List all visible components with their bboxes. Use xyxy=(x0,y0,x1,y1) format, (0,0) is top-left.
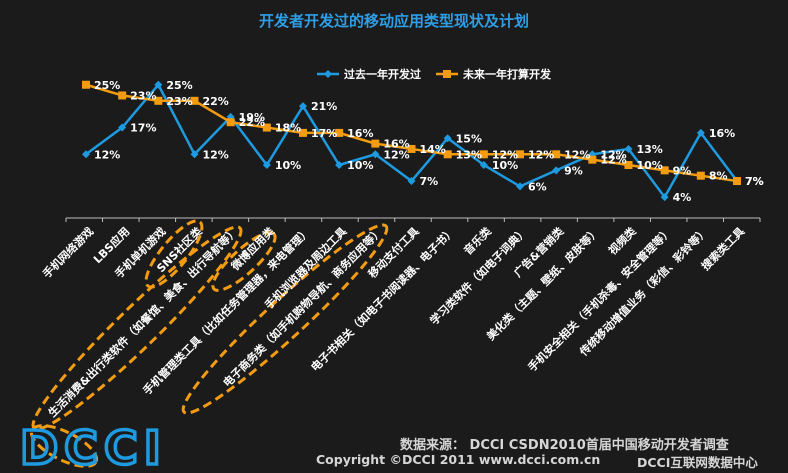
data-label-past: 19% xyxy=(239,111,265,124)
data-label-past: 16% xyxy=(709,127,735,140)
data-label-past: 25% xyxy=(166,79,192,92)
data-label-past: 21% xyxy=(311,100,337,113)
data-label-past: 7% xyxy=(420,175,439,188)
x-tick-label: 手机管理类工具（比如任务管理器，来电管理） xyxy=(140,224,313,397)
data-label-future: 14% xyxy=(420,143,446,156)
data-point-past xyxy=(696,128,705,137)
org-name: DCCI互联网数据中心 xyxy=(637,455,758,470)
data-label-past: 17% xyxy=(130,122,156,135)
data-point-future xyxy=(516,150,524,159)
data-label-future: 12% xyxy=(492,148,518,161)
data-point-future xyxy=(479,150,488,159)
data-label-future: 18% xyxy=(275,122,301,135)
data-label-past: 7% xyxy=(745,175,764,188)
highlight-ellipse xyxy=(181,223,389,415)
data-label-future: 16% xyxy=(347,127,373,140)
data-point-past xyxy=(516,182,524,191)
data-point-future xyxy=(190,96,199,105)
svg-text:DCCI: DCCI xyxy=(20,421,167,472)
data-label-future: 12% xyxy=(528,148,554,161)
data-point-past xyxy=(335,161,344,169)
data-label-future: 13% xyxy=(456,148,482,161)
data-point-future xyxy=(733,177,741,186)
data-label-future: 7% xyxy=(745,175,764,188)
data-point-past xyxy=(443,134,452,143)
data-label-future: 22% xyxy=(203,95,229,108)
data-point-future xyxy=(335,128,344,137)
data-label-past: 12% xyxy=(94,148,120,161)
highlight-ellipse xyxy=(211,231,277,292)
data-point-past xyxy=(190,150,199,159)
data-point-future xyxy=(371,139,380,148)
data-point-future xyxy=(118,91,127,100)
data-label-future: 12% xyxy=(564,148,590,161)
data-point-past xyxy=(299,102,307,111)
data-point-past xyxy=(479,161,488,169)
data-point-future xyxy=(407,144,416,153)
data-label-future: 22% xyxy=(239,116,265,129)
data-point-past xyxy=(624,144,633,153)
legend-label: 未来一年打算开发 xyxy=(462,67,552,81)
x-tick-label: 手机网络游戏 xyxy=(40,224,97,281)
data-label-past: 6% xyxy=(528,180,547,193)
data-label-past: 12% xyxy=(203,148,229,161)
legend-marker xyxy=(443,70,451,78)
data-point-future xyxy=(552,150,561,159)
data-label-future: 8% xyxy=(709,170,728,183)
data-point-past xyxy=(82,150,90,159)
data-label-past: 15% xyxy=(456,132,482,145)
dcci-logo: DCCI xyxy=(18,420,167,472)
legend-label: 过去一年开发过 xyxy=(344,67,421,81)
legend: 过去一年开发过 未来一年打算开发 xyxy=(317,67,552,81)
data-label-future: 17% xyxy=(311,127,337,140)
x-axis xyxy=(65,217,761,222)
data-point-future xyxy=(154,96,163,105)
data-point-past xyxy=(118,123,127,132)
data-point-past xyxy=(262,161,271,169)
data-point-future xyxy=(226,118,235,127)
data-point-past xyxy=(154,80,163,89)
data-label-future: 12% xyxy=(600,154,626,167)
data-label-past: 13% xyxy=(637,143,663,156)
legend-marker xyxy=(324,70,332,78)
data-label-future: 23% xyxy=(166,95,192,108)
data-label-future: 16% xyxy=(383,138,409,151)
x-tick-label: 音乐类 xyxy=(461,224,495,258)
data-point-future xyxy=(262,123,271,132)
x-tick-label: 视频类 xyxy=(605,224,639,258)
highlight-ellipse xyxy=(29,424,99,468)
highlight-ellipses xyxy=(29,219,389,468)
data-label-past: 10% xyxy=(275,159,301,172)
data-label-future: 9% xyxy=(673,164,692,177)
data-point-future xyxy=(624,161,633,169)
data-point-past xyxy=(371,150,380,159)
copyright-text: Copyright ©DCCI 2011 www.dcci.com.cn xyxy=(316,452,601,467)
data-point-past xyxy=(552,166,561,175)
data-label-past: 12% xyxy=(383,148,409,161)
data-point-future xyxy=(443,150,452,159)
data-point-future xyxy=(82,80,90,89)
data-point-future xyxy=(696,171,705,180)
data-label-past: 10% xyxy=(347,159,373,172)
data-point-past xyxy=(660,193,669,202)
data-label-past: 4% xyxy=(673,191,692,204)
data-source: 数据来源： DCCI CSDN2010首届中国移动开发者调查 xyxy=(400,438,729,453)
data-label-past: 12% xyxy=(600,148,626,161)
data-label-future: 10% xyxy=(637,159,663,172)
data-point-future xyxy=(660,166,669,175)
x-tick-label: 传统移动增值业务（彩信、彩铃等） xyxy=(576,224,711,359)
data-point-future xyxy=(588,155,597,164)
data-label-future: 25% xyxy=(94,79,120,92)
data-point-past xyxy=(407,177,416,186)
data-label-past: 9% xyxy=(564,164,583,177)
data-point-future xyxy=(299,128,307,137)
chart-title: 开发者开发过的移动应用类型现状及计划 xyxy=(258,12,529,30)
data-label-future: 23% xyxy=(130,89,156,102)
data-label-past: 10% xyxy=(492,159,518,172)
highlight-ellipse xyxy=(144,219,204,289)
